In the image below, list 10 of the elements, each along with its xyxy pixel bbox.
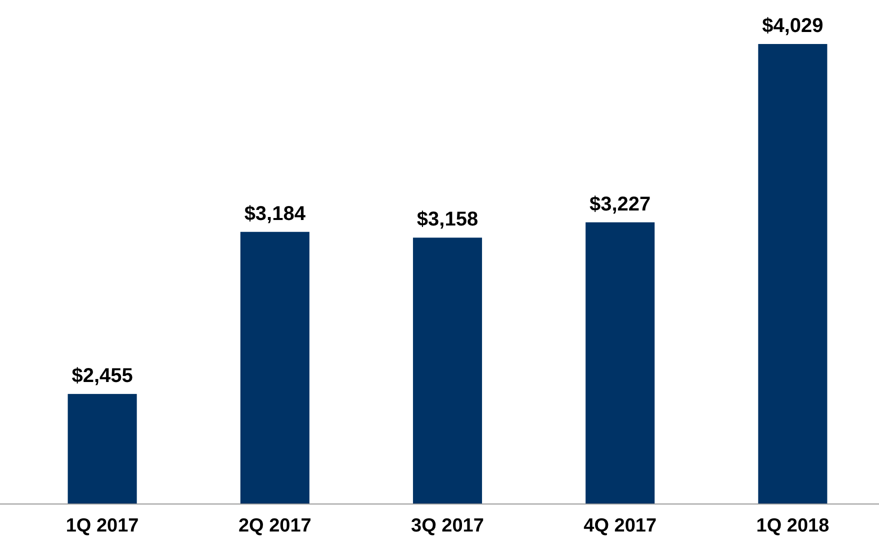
data-label: $3,227 (590, 193, 651, 216)
data-label: $2,455 (72, 364, 133, 387)
x-tick-label: 1Q 2017 (66, 516, 139, 537)
data-label: $3,184 (244, 202, 306, 225)
data-label: $4,029 (762, 15, 824, 37)
data-label: $3,158 (416, 208, 478, 231)
x-tick-label: 1Q 2018 (756, 516, 830, 537)
x-tick-label: 2Q 2017 (238, 516, 312, 537)
x-tick-label: 4Q 2017 (584, 516, 657, 537)
x-tick-label: 3Q 2017 (411, 516, 484, 537)
